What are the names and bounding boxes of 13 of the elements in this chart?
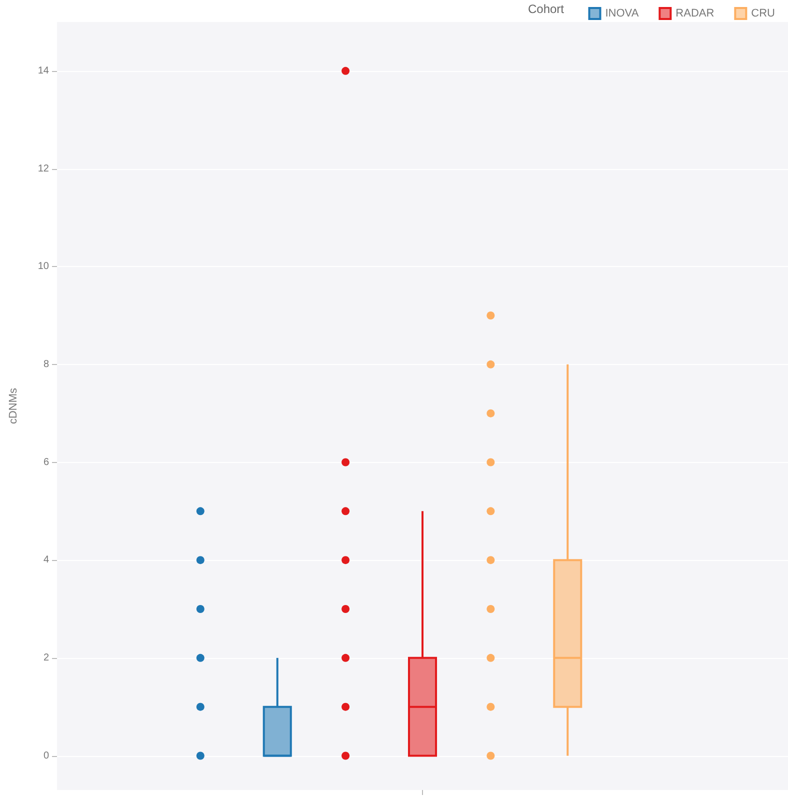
y-tick-label: 0 bbox=[43, 750, 50, 762]
y-tick-label: 10 bbox=[38, 261, 50, 272]
y-tick-label: 6 bbox=[43, 456, 50, 468]
legend-label: INOVA bbox=[605, 8, 640, 20]
y-tick-label: 4 bbox=[43, 554, 50, 566]
y-tick-label: 8 bbox=[43, 358, 50, 370]
y-tick-label: 14 bbox=[38, 65, 50, 76]
y-axis-title: cDNMs bbox=[8, 387, 20, 424]
y-tick-label: 2 bbox=[43, 652, 50, 664]
legend-title: Cohort bbox=[528, 2, 565, 16]
legend-label: CRU bbox=[751, 8, 776, 20]
legend-label: RADAR bbox=[676, 8, 714, 20]
y-tick-label: 12 bbox=[38, 163, 50, 174]
